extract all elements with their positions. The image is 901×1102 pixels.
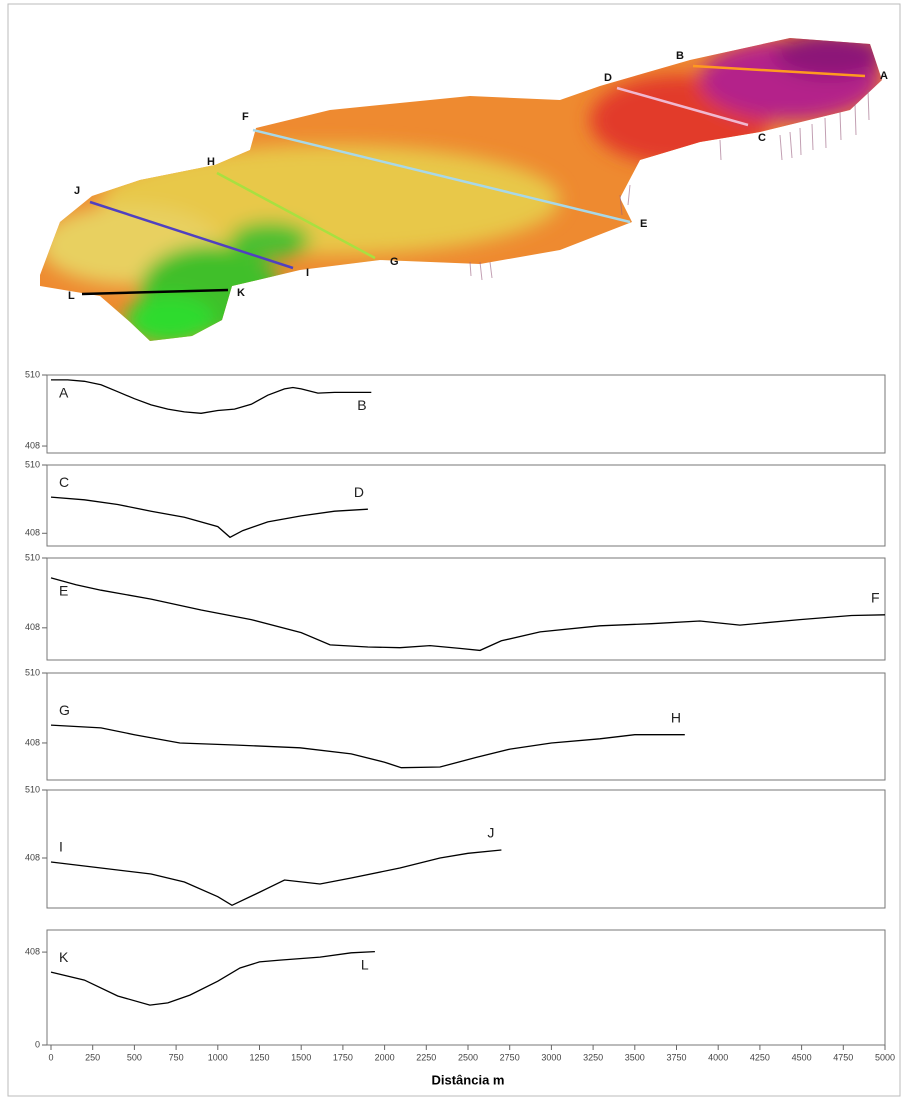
y-tick-label: 408 (25, 528, 40, 538)
x-tick-label: 500 (127, 1052, 142, 1062)
profile-end-label: L (361, 956, 369, 972)
x-tick-label: 5000 (875, 1052, 895, 1062)
x-tick-label: 1500 (291, 1052, 311, 1062)
plot-frame (47, 465, 885, 546)
plot-frame (47, 673, 885, 780)
plot-frame (47, 930, 885, 1045)
y-tick-label: 408 (25, 622, 40, 632)
x-tick-label: 2250 (416, 1052, 436, 1062)
x-tick-label: 1250 (249, 1052, 269, 1062)
y-tick-label: 408 (25, 946, 40, 956)
y-tick-label: 510 (25, 784, 40, 794)
x-tick-label: 2000 (375, 1052, 395, 1062)
map-label: L (68, 290, 75, 302)
terrain-map: A B C D E F G H I J K L (30, 30, 890, 350)
y-tick-label: 408 (25, 737, 40, 747)
x-tick-label: 2500 (458, 1052, 478, 1062)
profile-line (51, 497, 368, 537)
profile-start-label: C (59, 474, 69, 490)
y-tick-label: 408 (25, 440, 40, 450)
profile-end-label: H (671, 709, 681, 725)
plot-frame (47, 558, 885, 660)
profile-end-label: F (871, 590, 880, 606)
page: {"map": {"labels": ["A", "B", "C", "D", … (0, 0, 901, 1102)
profile-line (51, 850, 501, 905)
map-label: C (758, 132, 766, 144)
map-label: J (74, 185, 80, 197)
map-label: I (306, 267, 309, 279)
x-tick-label: 3750 (666, 1052, 686, 1062)
x-tick-label: 4000 (708, 1052, 728, 1062)
map-label: G (390, 256, 399, 268)
x-tick-label: 3000 (541, 1052, 561, 1062)
y-tick-label: 510 (25, 667, 40, 677)
profile-line (51, 380, 371, 413)
x-tick-label: 3500 (625, 1052, 645, 1062)
y-tick-label: 408 (25, 852, 40, 862)
x-tick-label: 2750 (500, 1052, 520, 1062)
map-label: H (207, 156, 215, 168)
profile-end-label: D (354, 484, 364, 500)
profile-start-label: K (59, 949, 69, 965)
profile-start-label: A (59, 385, 69, 401)
profile-start-label: I (59, 839, 63, 855)
map-label: K (237, 287, 245, 299)
plot-frame (47, 375, 885, 453)
x-axis-label: Distância m (432, 1072, 505, 1087)
profile-line (51, 725, 685, 768)
x-tick-label: 4250 (750, 1052, 770, 1062)
plot-frame (47, 790, 885, 908)
x-tick-label: 4750 (833, 1052, 853, 1062)
map-label: B (676, 50, 684, 62)
map-label: E (640, 218, 647, 230)
y-tick-label: 510 (25, 552, 40, 562)
x-tick-label: 4500 (792, 1052, 812, 1062)
y-tick-label: 510 (25, 369, 40, 379)
x-tick-label: 250 (85, 1052, 100, 1062)
profile-end-label: J (487, 825, 494, 841)
x-tick-label: 750 (169, 1052, 184, 1062)
profile-line (51, 952, 375, 1006)
map-label: D (604, 72, 612, 84)
profile-start-label: G (59, 702, 70, 718)
profile-end-label: B (357, 397, 366, 413)
map-label: F (242, 111, 249, 123)
y-tick-label: 0 (35, 1039, 40, 1049)
x-tick-label: 3250 (583, 1052, 603, 1062)
figure: A B C D E F G H I J K L 408 510 A B 408 510 C D… (0, 0, 901, 1097)
profile-start-label: E (59, 583, 68, 599)
x-tick-label: 1000 (208, 1052, 228, 1062)
x-tick-label: 0 (48, 1052, 53, 1062)
x-tick-label: 1750 (333, 1052, 353, 1062)
profile-line (51, 578, 885, 651)
map-label: A (880, 70, 888, 82)
y-tick-label: 510 (25, 459, 40, 469)
